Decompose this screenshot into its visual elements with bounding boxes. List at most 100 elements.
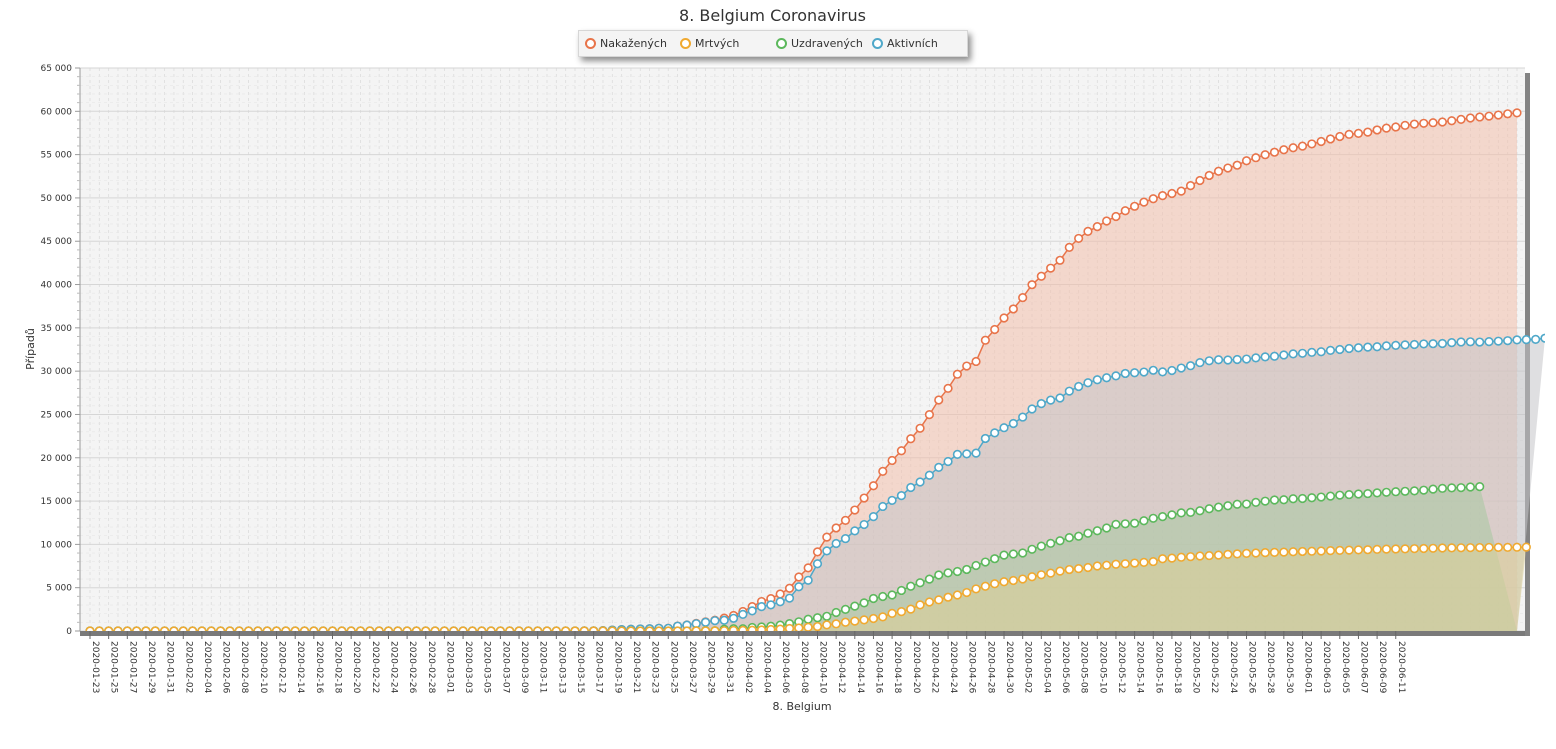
data-point-0[interactable]	[1437, 117, 1447, 127]
data-point-0[interactable]	[1055, 255, 1065, 265]
data-point-1[interactable]	[1036, 570, 1046, 580]
data-point-1[interactable]	[1325, 546, 1336, 556]
data-point-1[interactable]	[896, 606, 907, 617]
data-point-3[interactable]	[719, 615, 729, 625]
data-point-2[interactable]	[915, 578, 925, 588]
data-point-3[interactable]	[747, 606, 757, 616]
data-point-3[interactable]	[1456, 337, 1466, 347]
data-point-0[interactable]	[915, 423, 925, 433]
data-point-3[interactable]	[980, 433, 990, 444]
data-point-3[interactable]	[1540, 333, 1545, 343]
data-point-1[interactable]	[1223, 549, 1233, 560]
data-point-1[interactable]	[1391, 544, 1401, 554]
data-point-3[interactable]	[1307, 347, 1317, 357]
data-point-2[interactable]	[1223, 501, 1233, 511]
data-point-3[interactable]	[1195, 357, 1205, 368]
data-point-1[interactable]	[1353, 545, 1364, 555]
data-point-3[interactable]	[1288, 349, 1298, 359]
data-point-0[interactable]	[1456, 114, 1466, 124]
data-point-0[interactable]	[1129, 201, 1140, 211]
data-point-2[interactable]	[971, 560, 981, 571]
data-point-0[interactable]	[1409, 119, 1420, 129]
data-point-1[interactable]	[934, 595, 944, 605]
data-point-3[interactable]	[1409, 339, 1420, 350]
data-point-0[interactable]	[1111, 211, 1121, 222]
data-point-0[interactable]	[990, 324, 1000, 335]
data-point-1[interactable]	[999, 577, 1009, 587]
data-point-3[interactable]	[1363, 342, 1373, 352]
data-point-0[interactable]	[878, 466, 888, 476]
data-point-3[interactable]	[840, 533, 851, 544]
data-point-2[interactable]	[896, 585, 907, 596]
data-point-2[interactable]	[1344, 489, 1354, 500]
data-point-1[interactable]	[924, 597, 935, 607]
data-point-0[interactable]	[1064, 242, 1074, 252]
data-point-3[interactable]	[859, 519, 869, 530]
data-point-3[interactable]	[1008, 418, 1018, 429]
data-point-1[interactable]	[1279, 547, 1289, 557]
data-point-1[interactable]	[906, 604, 916, 614]
data-point-1[interactable]	[1437, 543, 1447, 553]
data-point-0[interactable]	[868, 481, 879, 491]
data-point-3[interactable]	[962, 449, 972, 459]
data-point-1[interactable]	[1241, 548, 1252, 559]
data-point-1[interactable]	[1008, 575, 1018, 586]
data-point-2[interactable]	[1055, 536, 1065, 546]
data-point-1[interactable]	[1102, 560, 1112, 570]
data-point-0[interactable]	[896, 446, 907, 456]
data-point-2[interactable]	[1409, 486, 1420, 496]
data-point-3[interactable]	[1251, 353, 1261, 363]
data-point-1[interactable]	[831, 619, 841, 629]
data-point-1[interactable]	[1344, 545, 1354, 555]
data-point-2[interactable]	[1241, 499, 1252, 509]
data-point-2[interactable]	[1437, 483, 1447, 493]
data-point-3[interactable]	[990, 428, 1000, 438]
data-point-3[interactable]	[1475, 337, 1485, 347]
data-point-0[interactable]	[1046, 263, 1056, 273]
data-point-1[interactable]	[812, 621, 823, 632]
data-point-2[interactable]	[1269, 495, 1280, 505]
data-point-1[interactable]	[1400, 544, 1410, 554]
data-point-1[interactable]	[952, 590, 962, 600]
legend-item-uzdravenych[interactable]: Uzdravených	[776, 37, 863, 50]
data-point-0[interactable]	[1139, 197, 1149, 207]
data-point-2[interactable]	[859, 598, 869, 608]
data-point-3[interactable]	[1428, 339, 1438, 349]
data-point-2[interactable]	[1260, 496, 1270, 506]
data-point-0[interactable]	[1381, 123, 1392, 133]
data-point-1[interactable]	[1493, 542, 1503, 552]
data-point-0[interactable]	[1503, 109, 1513, 119]
data-point-3[interactable]	[1279, 350, 1289, 360]
data-point-0[interactable]	[1120, 206, 1130, 216]
data-point-3[interactable]	[1018, 412, 1028, 422]
data-point-1[interactable]	[1288, 547, 1298, 557]
data-point-3[interactable]	[850, 526, 860, 536]
data-point-0[interactable]	[1344, 129, 1354, 139]
data-point-1[interactable]	[1251, 548, 1261, 558]
data-point-2[interactable]	[934, 570, 944, 580]
data-point-1[interactable]	[1139, 557, 1149, 567]
data-point-1[interactable]	[859, 615, 869, 625]
data-point-0[interactable]	[1027, 280, 1037, 290]
data-point-3[interactable]	[1139, 367, 1149, 377]
data-point-2[interactable]	[887, 590, 897, 600]
data-point-2[interactable]	[1279, 495, 1289, 505]
data-point-3[interactable]	[738, 609, 748, 619]
data-point-0[interactable]	[812, 547, 823, 557]
data-point-3[interactable]	[887, 495, 897, 506]
data-point-1[interactable]	[868, 613, 879, 624]
data-point-1[interactable]	[803, 622, 813, 632]
data-point-0[interactable]	[1363, 127, 1373, 137]
data-point-3[interactable]	[1223, 355, 1233, 365]
data-point-2[interactable]	[924, 574, 935, 584]
data-point-3[interactable]	[1148, 365, 1158, 375]
data-point-1[interactable]	[878, 612, 888, 622]
data-point-2[interactable]	[1297, 493, 1308, 504]
data-point-2[interactable]	[1316, 492, 1326, 502]
data-point-1[interactable]	[1316, 546, 1326, 556]
data-point-0[interactable]	[822, 532, 832, 542]
data-point-1[interactable]	[962, 587, 972, 598]
data-point-1[interactable]	[971, 584, 981, 594]
data-point-1[interactable]	[1307, 546, 1317, 556]
data-point-1[interactable]	[794, 623, 804, 633]
